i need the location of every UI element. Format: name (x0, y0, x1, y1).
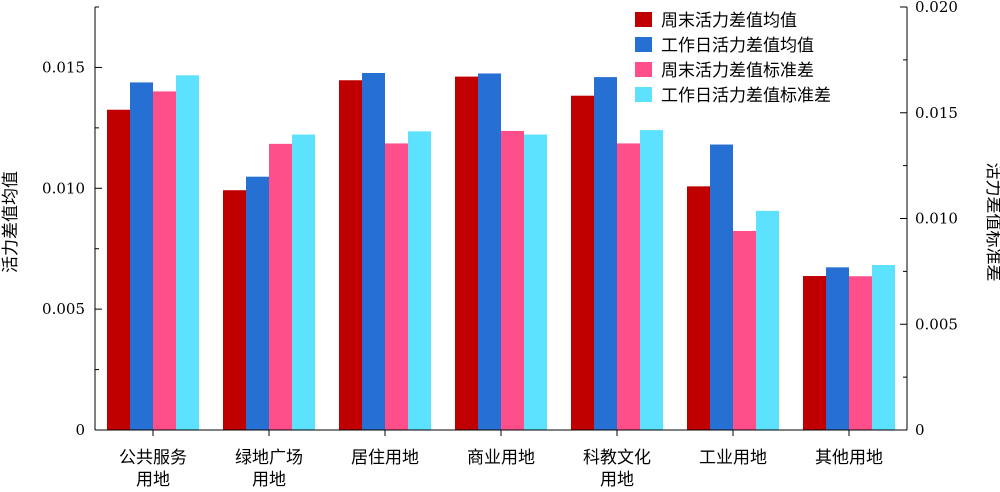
x-tick-label: 绿地广场用地 (235, 448, 303, 490)
bar (803, 276, 826, 430)
y-tick-label: 0.005 (42, 300, 85, 318)
x-tick-label: 居住用地 (351, 448, 419, 468)
bar (408, 131, 431, 430)
bar (130, 82, 153, 430)
bar (733, 230, 756, 430)
x-tick-label: 工业用地 (699, 448, 767, 468)
bar (501, 130, 524, 430)
y2-tick-label: 0 (915, 421, 925, 439)
legend-swatch (635, 87, 652, 102)
x-tick-label: 其他用地 (815, 448, 883, 468)
y2-tick-label: 0.015 (915, 104, 958, 122)
bar (478, 73, 501, 430)
bar (571, 95, 594, 431)
y-tick-label: 0 (75, 421, 85, 439)
x-tick-label: 公共服务用地 (119, 448, 187, 490)
bar (872, 265, 895, 430)
bar (617, 143, 640, 431)
y2-tick-label: 0.020 (915, 0, 958, 16)
bar (524, 134, 547, 431)
y2-tick-label: 0.005 (915, 315, 958, 333)
y-tick-label: 0.015 (42, 58, 85, 76)
bar (826, 267, 849, 430)
y2-axis-title: 活力差值标准差 (983, 163, 1000, 282)
legend-label: 工作日活力差值标准差 (661, 86, 831, 106)
legend-swatch (635, 37, 652, 52)
y2-tick-label: 0.010 (915, 210, 958, 228)
bar (153, 91, 176, 431)
bar (292, 134, 315, 431)
bar (176, 75, 199, 430)
bar (594, 77, 617, 431)
x-tick-label: 科教文化用地 (583, 448, 651, 490)
bar (849, 276, 872, 430)
x-tick-label: 商业用地 (467, 448, 535, 468)
bar (339, 80, 362, 430)
legend-swatch (635, 62, 652, 77)
y-axis-title: 活力差值均值 (1, 171, 21, 273)
bar (269, 143, 292, 430)
bar (362, 72, 385, 430)
bar (710, 144, 733, 430)
bars-layer (107, 72, 895, 431)
bar (246, 176, 269, 430)
bar (223, 190, 246, 430)
y-tick-label: 0.010 (42, 179, 85, 197)
legend-label: 工作日活力差值均值 (661, 36, 814, 56)
axes-layer: 0 0.005 0.010 0.015 0 0.005 0.010 0.015 0.020 公共服… (42, 0, 958, 490)
legend-label: 周末活力差值均值 (661, 11, 797, 31)
bar (455, 76, 478, 431)
legend-swatch (635, 12, 652, 27)
bar (385, 143, 408, 431)
bar (640, 130, 663, 430)
bar (687, 186, 710, 430)
bar (756, 210, 779, 430)
bar (107, 109, 130, 430)
legend-label: 周末活力差值标准差 (661, 61, 814, 81)
